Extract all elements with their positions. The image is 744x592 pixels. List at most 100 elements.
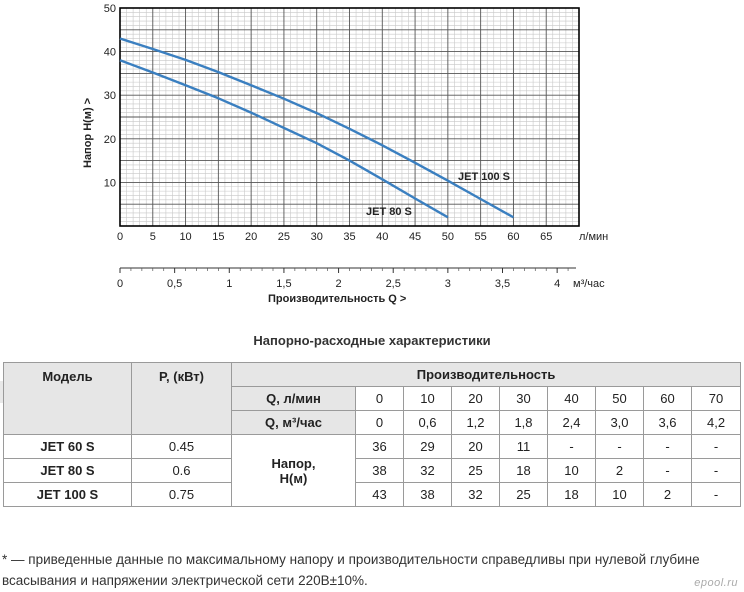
head-cell: - (690, 482, 742, 507)
q-lmin-cell: 10 (403, 386, 452, 411)
q-lmin-cell: 30 (499, 386, 548, 411)
head-cell: 11 (499, 434, 548, 459)
head-cell: - (690, 458, 742, 483)
series-line-jet-80-s (119, 59, 449, 219)
y-axis-title: Напор H(м) > (82, 98, 94, 168)
x-axis-ticks: 0 5 10 15 20 25 30 35 40 45 50 55 60 65 (117, 231, 552, 243)
x-axis-unit-m3: м³/час (573, 278, 605, 290)
x-tick-label: 25 (278, 231, 290, 243)
head-cell: 20 (451, 434, 500, 459)
q-lmin-cell: 0 (355, 386, 404, 411)
table-title: Напорно-расходные характеристики (253, 333, 491, 348)
x-tick-label: 0 (117, 231, 123, 243)
q-lmin-cell: 70 (690, 386, 742, 411)
head-cell: 32 (451, 482, 500, 507)
x-tick-label: 35 (343, 231, 355, 243)
footer-logo: epool.ru (694, 577, 738, 589)
q-lmin-cell: 20 (451, 386, 500, 411)
y-tick-label: 10 (104, 177, 116, 189)
m3-tick-label: 1,5 (276, 278, 291, 290)
power-cell: 0.45 (131, 434, 232, 459)
q-m3-cell: 3,6 (643, 410, 692, 435)
y-axis-ticks: 10 20 30 40 50 (104, 3, 116, 189)
q-m3-cell: 3,0 (595, 410, 644, 435)
x-axis-unit-lmin: л/мин (579, 231, 608, 243)
x-tick-label: 50 (442, 231, 454, 243)
header-model: Модель (3, 362, 132, 435)
head-cell: 2 (643, 482, 692, 507)
q-m3-cell: 0 (355, 410, 404, 435)
q-lmin-cell: 60 (643, 386, 692, 411)
x-tick-label: 15 (212, 231, 224, 243)
m3-tick-label: 2 (336, 278, 342, 290)
head-cell: 43 (355, 482, 404, 507)
spec-table: Модель P, (кВт) Производительность Q, л/… (3, 362, 742, 507)
q-m3-cell: 2,4 (547, 410, 596, 435)
x-tick-label: 40 (376, 231, 388, 243)
q-lmin-label: Q, л/мин (231, 386, 356, 411)
y-tick-label: 20 (104, 134, 116, 146)
head-cell: 29 (403, 434, 452, 459)
head-cell: - (547, 434, 596, 459)
head-cell: - (690, 434, 742, 459)
head-cell: 38 (355, 458, 404, 483)
x-tick-label: 5 (150, 231, 156, 243)
series-label-jet80: JET 80 S (366, 206, 412, 218)
head-label-line1: Напор, (271, 455, 316, 471)
model-cell: JET 100 S (3, 482, 132, 507)
q-m3-cell: 0,6 (403, 410, 452, 435)
head-cell: 10 (595, 482, 644, 507)
m3-tick-label: 1 (226, 278, 232, 290)
head-cell: 38 (403, 482, 452, 507)
chart-series (119, 37, 514, 219)
q-m3-cell: 1,2 (451, 410, 500, 435)
x-tick-label: 60 (507, 231, 519, 243)
x-tick-label: 20 (245, 231, 257, 243)
q-lmin-cell: 50 (595, 386, 644, 411)
model-cell: JET 60 S (3, 434, 132, 459)
series-label-jet100: JET 100 S (458, 171, 510, 183)
chart-major-grid (120, 8, 579, 226)
head-cell: 25 (499, 482, 548, 507)
head-label: Напор, Н(м) (231, 434, 356, 507)
model-cell: JET 80 S (3, 458, 132, 483)
y-tick-label: 50 (104, 3, 116, 15)
head-cell: 18 (547, 482, 596, 507)
header-performance: Производительность (230, 362, 742, 387)
power-cell: 0.75 (131, 482, 232, 507)
m3-axis-ticks: 0 0,5 1 1,5 2 2,5 3 3,5 4 (117, 268, 569, 290)
footnote: * — приведенные данные по максимальному … (2, 552, 700, 588)
head-cell: 10 (547, 458, 596, 483)
x-tick-label: 10 (179, 231, 191, 243)
head-cell: 36 (355, 434, 404, 459)
q-m3-cell: 1,8 (499, 410, 548, 435)
x-tick-label: 30 (311, 231, 323, 243)
head-cell: 25 (451, 458, 500, 483)
x-tick-label: 45 (409, 231, 421, 243)
m3-tick-label: 3,5 (495, 278, 510, 290)
m3-tick-label: 0,5 (167, 278, 182, 290)
q-m3-label: Q, м³/час (231, 410, 356, 435)
header-power: P, (кВт) (131, 362, 232, 435)
series-line-jet-100-s (119, 37, 514, 219)
m3-tick-label: 4 (554, 278, 560, 290)
y-tick-label: 40 (104, 47, 116, 59)
y-tick-label: 30 (104, 90, 116, 102)
head-cell: - (643, 434, 692, 459)
head-cell: 32 (403, 458, 452, 483)
chart-plot-frame (119, 7, 580, 227)
x-axis-title: Производительность Q > (268, 293, 406, 305)
q-m3-cell: 4,2 (690, 410, 742, 435)
head-cell: - (595, 434, 644, 459)
head-cell: 2 (595, 458, 644, 483)
head-cell: 18 (499, 458, 548, 483)
x-tick-label: 55 (475, 231, 487, 243)
x-tick-label: 65 (540, 231, 552, 243)
power-cell: 0.6 (131, 458, 232, 483)
head-cell: - (643, 458, 692, 483)
head-label-line2: Н(м) (279, 470, 308, 486)
q-lmin-cell: 40 (547, 386, 596, 411)
m3-tick-label: 0 (117, 278, 123, 290)
m3-tick-label: 3 (445, 278, 451, 290)
